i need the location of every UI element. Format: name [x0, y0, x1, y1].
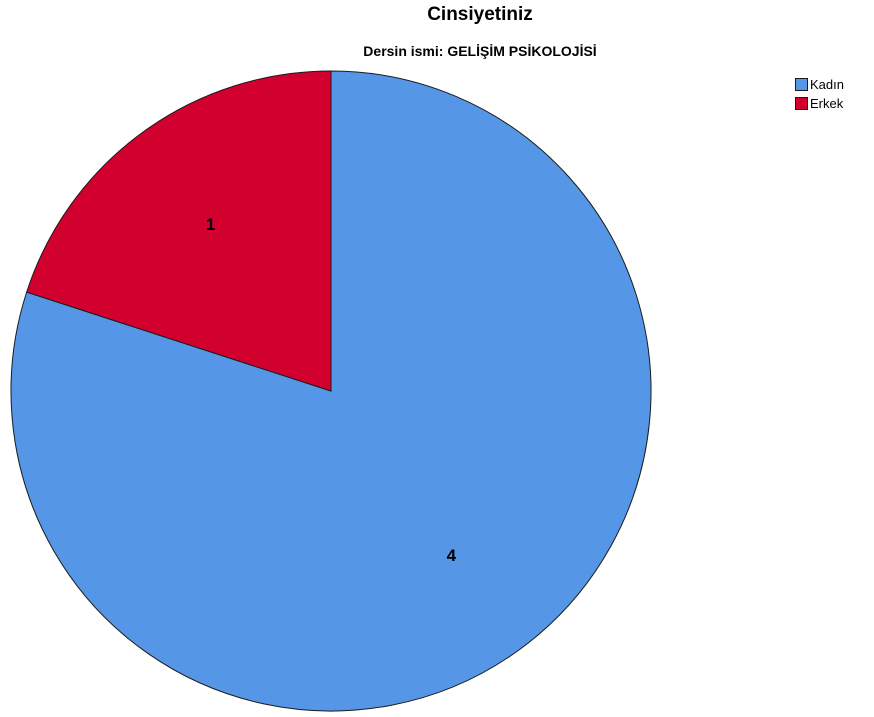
- chart-title: Cinsiyetiniz: [427, 4, 533, 25]
- legend-label-erkek: Erkek: [810, 96, 844, 111]
- legend-label-kadin: Kadın: [810, 77, 844, 92]
- legend-item-kadin: Kadın: [795, 75, 844, 94]
- legend-swatch-erkek: [795, 97, 808, 110]
- legend-item-erkek: Erkek: [795, 94, 844, 113]
- pie-data-labels: 41: [206, 215, 457, 565]
- chart-subtitle: Dersin ismi: GELİŞİM PSİKOLOJİSİ: [363, 43, 597, 59]
- pie-slices: [10, 70, 652, 712]
- pie-slice-erkek: [26, 70, 332, 392]
- legend-swatch-kadin: [795, 78, 808, 91]
- pie-data-label-erkek: 1: [206, 215, 215, 234]
- legend: Kadın Erkek: [795, 75, 844, 113]
- pie-data-label-kadin: 4: [447, 546, 457, 565]
